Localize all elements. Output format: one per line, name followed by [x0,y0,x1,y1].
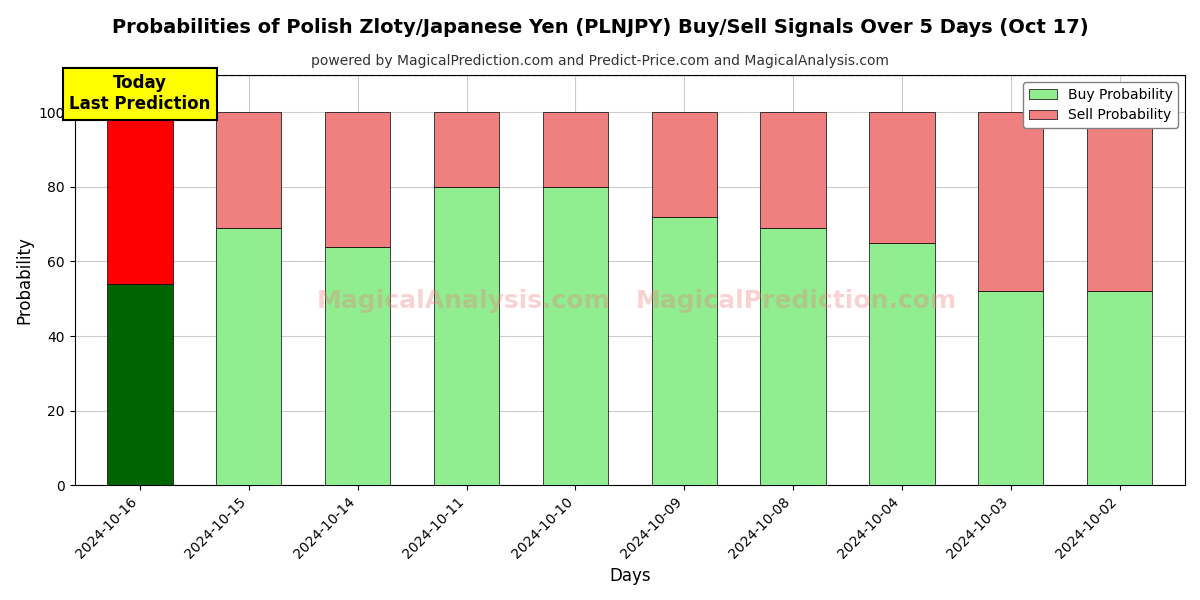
Bar [978,112,1044,291]
Bar [652,112,716,217]
Bar [542,187,608,485]
X-axis label: Days: Days [610,567,650,585]
Bar [1087,112,1152,291]
Bar [434,112,499,187]
Bar [978,291,1044,485]
Text: powered by MagicalPrediction.com and Predict-Price.com and MagicalAnalysis.com: powered by MagicalPrediction.com and Pre… [311,54,889,68]
Bar [652,217,716,485]
Y-axis label: Probability: Probability [16,236,34,324]
Bar [216,112,282,228]
Bar [1087,291,1152,485]
Bar [216,228,282,485]
Bar [869,243,935,485]
Bar [434,187,499,485]
Text: Probabilities of Polish Zloty/Japanese Yen (PLNJPY) Buy/Sell Signals Over 5 Days: Probabilities of Polish Zloty/Japanese Y… [112,18,1088,37]
Bar [325,112,390,247]
Bar [542,112,608,187]
Bar [325,247,390,485]
Bar [761,228,826,485]
Bar [869,112,935,243]
Bar [761,112,826,228]
Legend: Buy Probability, Sell Probability: Buy Probability, Sell Probability [1024,82,1178,128]
Text: MagicalPrediction.com: MagicalPrediction.com [636,289,958,313]
Bar [107,284,173,485]
Bar [107,112,173,284]
Text: Today
Last Prediction: Today Last Prediction [70,74,211,113]
Text: MagicalAnalysis.com: MagicalAnalysis.com [317,289,610,313]
